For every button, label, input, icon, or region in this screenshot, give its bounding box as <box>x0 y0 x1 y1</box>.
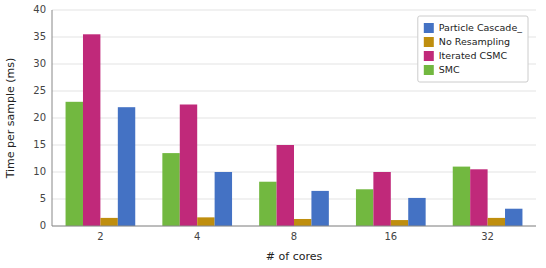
bar <box>277 145 294 226</box>
y-tick-label: 5 <box>40 193 46 204</box>
chart: 05101520253035402481632# of coresTime pe… <box>0 0 546 268</box>
bar <box>311 191 328 226</box>
y-grid <box>52 10 536 226</box>
bar <box>215 172 232 226</box>
y-tick-label: 20 <box>33 112 46 123</box>
x-tick-label: 16 <box>384 231 397 242</box>
y-tick-label: 30 <box>33 58 46 69</box>
bar <box>373 172 390 226</box>
bars <box>66 34 523 226</box>
y-axis-label: Time per sample (ms) <box>4 58 17 180</box>
bar <box>83 34 100 226</box>
legend: Particle Cascade_ No Resampling Iterated C… <box>418 16 528 82</box>
grid-line <box>52 226 536 227</box>
bar <box>162 153 179 226</box>
bar <box>294 219 311 226</box>
legend-label: Particle Cascade_ <box>439 22 522 33</box>
bar <box>453 167 470 226</box>
y-tick-label: 15 <box>33 139 46 150</box>
bar <box>356 189 373 226</box>
bar <box>66 102 83 226</box>
x-tick-label: 2 <box>97 231 103 242</box>
bar <box>259 182 276 226</box>
bar <box>470 169 487 226</box>
grid-line <box>52 10 536 11</box>
y-tick-label: 10 <box>33 166 46 177</box>
legend-swatch <box>424 37 434 47</box>
legend-swatch <box>424 23 434 33</box>
y-tick-label: 40 <box>33 4 46 15</box>
bar <box>408 198 425 226</box>
x-tick-label: 4 <box>194 231 200 242</box>
bar <box>391 220 408 226</box>
y-axis-line <box>52 10 53 226</box>
y-tick-label: 25 <box>33 85 46 96</box>
y-tick-label: 35 <box>33 31 46 42</box>
legend-box <box>418 16 528 82</box>
x-axis-line <box>52 226 536 227</box>
grid-line <box>52 91 536 92</box>
x-axis-label: # of cores <box>266 250 323 263</box>
legend-swatch <box>424 65 434 75</box>
bar <box>100 218 117 226</box>
bar <box>505 209 522 226</box>
legend-label: SMC <box>439 64 460 75</box>
x-tick-label: 8 <box>291 231 297 242</box>
bar <box>180 105 197 227</box>
legend-label: No Resampling <box>439 36 510 47</box>
bar <box>488 218 505 226</box>
bar <box>197 217 214 226</box>
x-tick-label: 32 <box>481 231 494 242</box>
legend-label: Iterated CSMC <box>439 50 508 61</box>
legend-swatch <box>424 51 434 61</box>
y-tick-label: 0 <box>40 220 46 231</box>
bar <box>118 107 135 226</box>
